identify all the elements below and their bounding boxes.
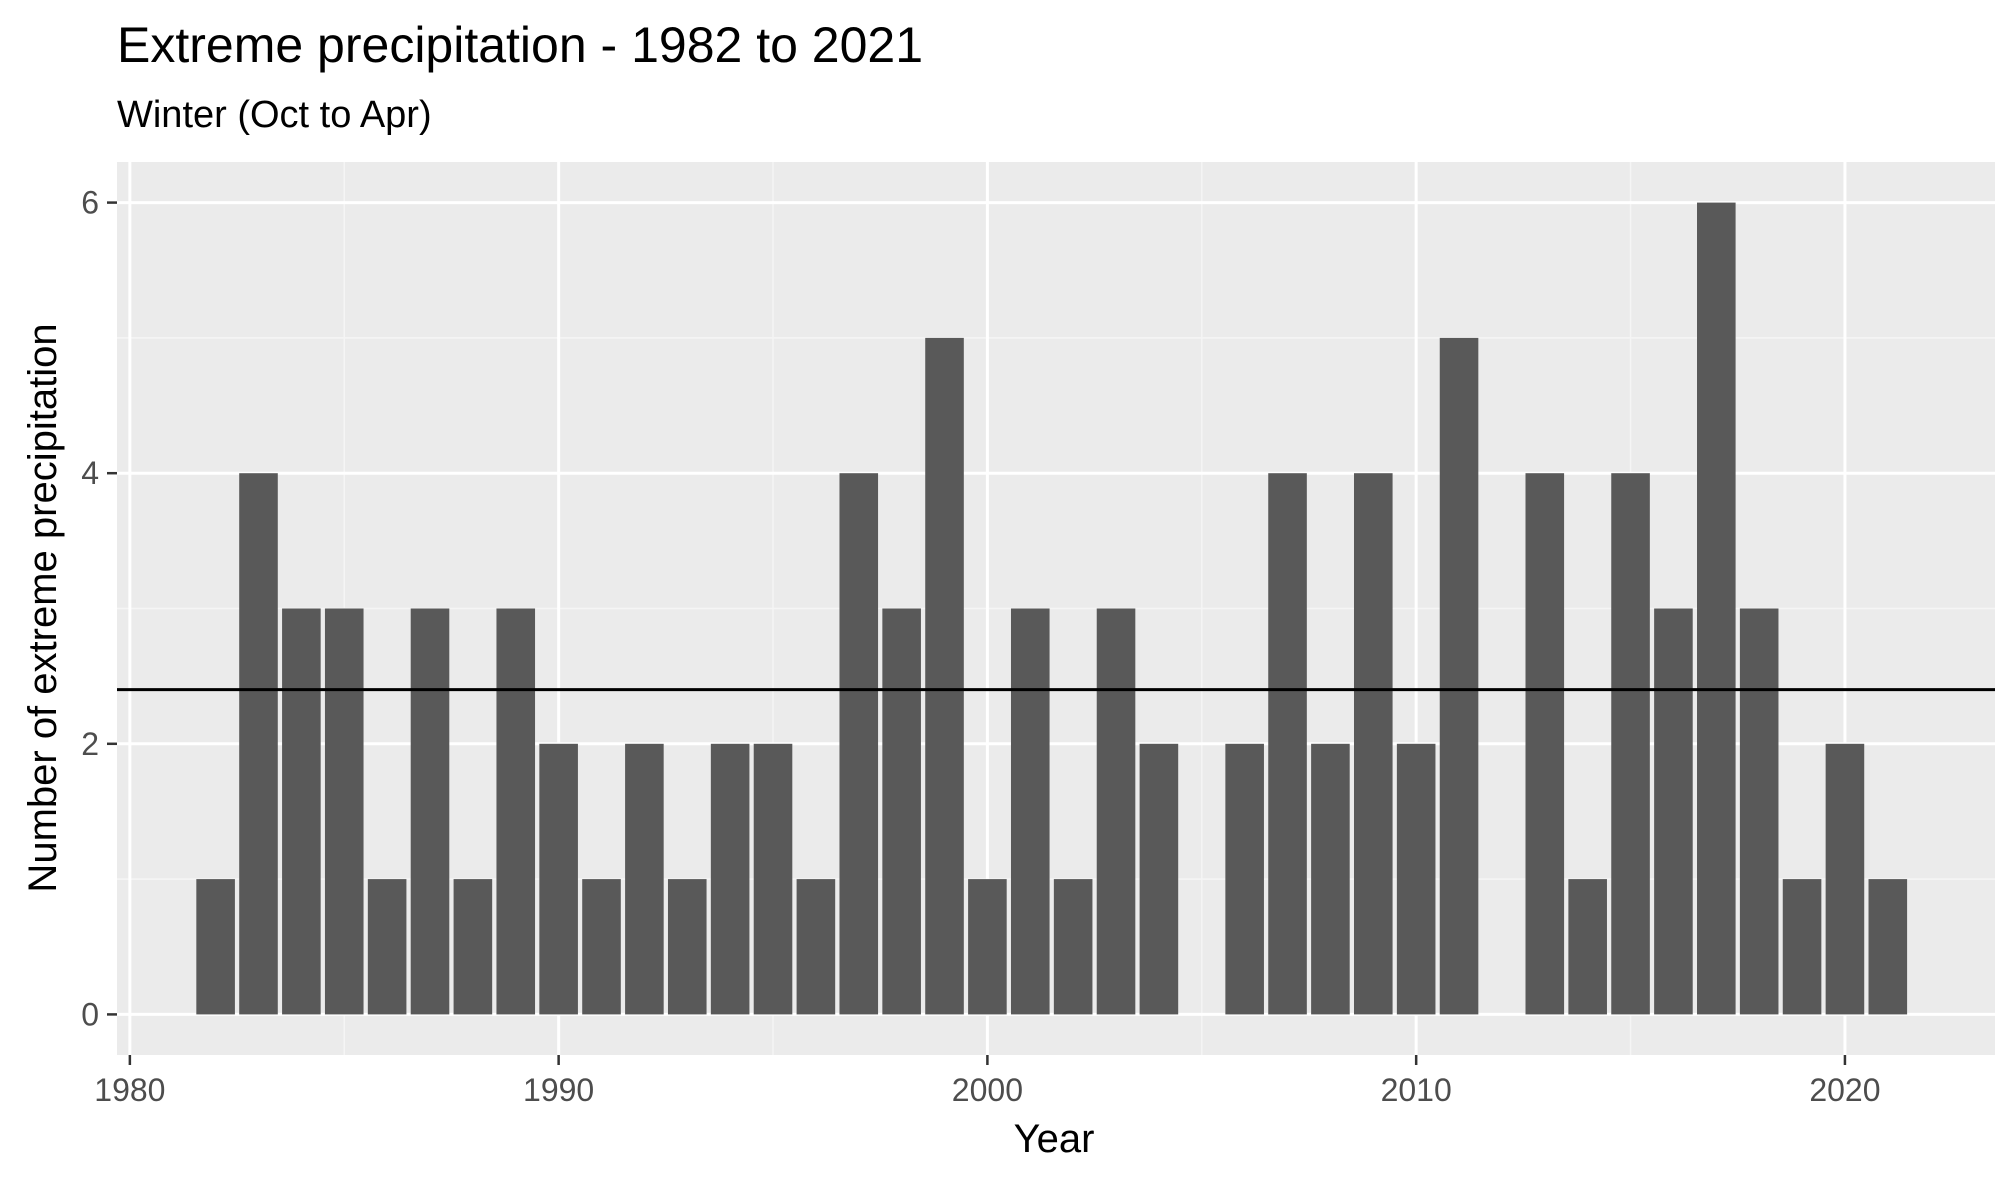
chart-title: Extreme precipitation - 1982 to 2021: [117, 17, 923, 73]
bar-2001: [1010, 608, 1050, 1015]
bar-2000: [968, 879, 1007, 1015]
bar-1998: [882, 608, 921, 1015]
bar-1994: [710, 743, 750, 1015]
bar-1985: [324, 608, 364, 1015]
bar-1983: [239, 473, 278, 1015]
bar-1990: [539, 743, 578, 1015]
x-axis-title: Year: [1014, 1117, 1095, 1161]
bar-2013: [1525, 473, 1565, 1015]
bar-2006: [1225, 743, 1264, 1015]
bar-1991: [582, 879, 621, 1015]
y-axis-title: Number of extreme precipitation: [21, 323, 65, 892]
bar-2017: [1697, 202, 1736, 1015]
x-tick-label: 1980: [94, 1072, 165, 1108]
bar-1984: [282, 608, 321, 1015]
bar-1986: [367, 879, 407, 1015]
bar-2008: [1311, 743, 1350, 1015]
bar-1987: [410, 608, 450, 1015]
bar-1995: [753, 743, 793, 1015]
bar-2018: [1739, 608, 1779, 1015]
chart-subtitle: Winter (Oct to Apr): [117, 94, 432, 136]
x-tick-label: 1990: [523, 1072, 594, 1108]
y-tick-label: 0: [81, 996, 99, 1032]
bar-1996: [796, 879, 836, 1015]
x-tick-label: 2000: [952, 1072, 1023, 1108]
bar-2010: [1396, 743, 1436, 1015]
bar-1982: [196, 879, 235, 1015]
x-axis: 1980 1990 2000 2010 2020: [94, 1055, 1881, 1108]
bar-2016: [1654, 608, 1693, 1015]
y-tick-label: 4: [81, 455, 99, 491]
bar-2011: [1439, 337, 1479, 1015]
y-axis: 0 2 4 6: [81, 185, 117, 1032]
bar-2019: [1782, 879, 1822, 1015]
x-tick-label: 2020: [1809, 1072, 1880, 1108]
bar-2003: [1096, 608, 1136, 1015]
bar-2015: [1611, 473, 1650, 1015]
bar-2014: [1568, 879, 1607, 1015]
bar-2004: [1139, 743, 1179, 1015]
bar-1997: [839, 473, 879, 1015]
bars-group: [196, 202, 1908, 1015]
bar-1993: [667, 879, 707, 1015]
bar-2007: [1268, 473, 1307, 1015]
bar-1988: [453, 879, 493, 1015]
bar-1989: [496, 608, 536, 1015]
bar-1992: [625, 743, 664, 1015]
x-tick-label: 2010: [1381, 1072, 1452, 1108]
y-tick-label: 6: [81, 185, 99, 221]
y-tick-label: 2: [81, 726, 99, 762]
bar-2020: [1825, 743, 1865, 1015]
bar-2021: [1868, 879, 1908, 1015]
bar-1999: [925, 337, 964, 1015]
bar-2002: [1053, 879, 1093, 1015]
bar-2009: [1353, 473, 1393, 1015]
